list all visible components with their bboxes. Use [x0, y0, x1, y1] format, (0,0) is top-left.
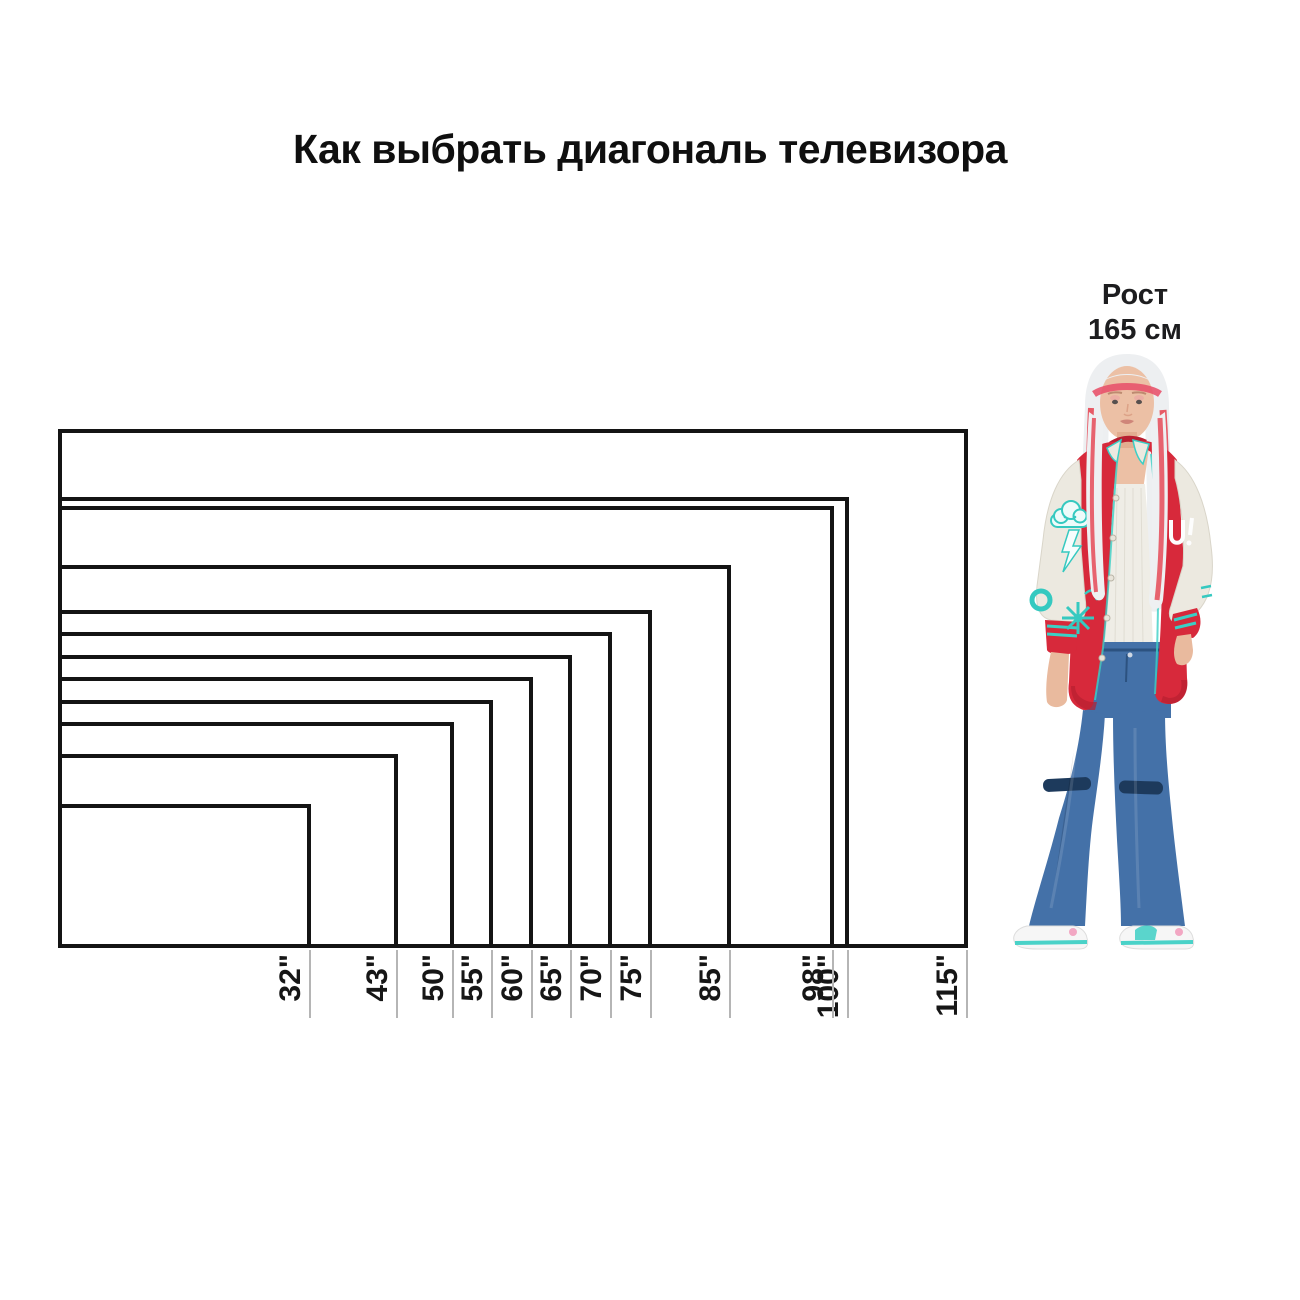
size-tick-43in	[396, 950, 398, 1018]
size-tick-55in	[491, 950, 493, 1018]
size-tick-label-50in: 50"	[417, 954, 450, 1002]
size-tick-label-55in: 55"	[456, 954, 489, 1002]
size-tick-60in	[531, 950, 533, 1018]
person-height-label-line1: Рост	[1101, 279, 1169, 311]
size-tick-98in	[832, 950, 834, 1018]
size-tick-label-85in: 85"	[694, 954, 727, 1002]
size-tick-label-32in: 32"	[274, 954, 307, 1002]
size-tick-65in	[570, 950, 572, 1018]
sleeve-marks	[1200, 584, 1213, 599]
size-tick-85in	[729, 950, 731, 1018]
size-tick-label-43in: 43"	[361, 954, 394, 1002]
person-illustration	[1013, 354, 1213, 950]
size-tick-100in	[847, 950, 849, 1018]
size-tick-label-60in: 60"	[496, 954, 529, 1002]
size-tick-label-65in: 65"	[535, 954, 568, 1002]
size-tick-label-98in: 98"	[797, 954, 830, 1002]
person-jeans	[1029, 642, 1185, 926]
size-tick-75in	[650, 950, 652, 1018]
person-tank-top	[1105, 484, 1153, 648]
size-tick-label-115in: 115"	[931, 954, 964, 1017]
size-tick-label-75in: 75"	[615, 954, 648, 1002]
size-tick-50in	[452, 950, 454, 1018]
size-tick-label-70in: 70"	[575, 954, 608, 1002]
person-hands	[1046, 634, 1193, 708]
lightning-patch	[1060, 529, 1083, 573]
letters-patch	[1169, 517, 1194, 546]
tv-rect-32in	[58, 804, 311, 948]
size-tick-32in	[309, 950, 311, 1018]
person-shoes	[1013, 925, 1195, 950]
size-tick-70in	[610, 950, 612, 1018]
ring-patch	[1029, 588, 1053, 612]
size-tick-115in	[966, 950, 968, 1018]
person-height-label-line2: 165 см	[1087, 314, 1183, 346]
person-face	[1088, 366, 1166, 455]
person-hair-front	[1086, 412, 1168, 609]
person-height-label: Рост 165 см	[1035, 278, 1235, 348]
page-title: Как выбрать диагональ телевизора	[293, 126, 1007, 172]
